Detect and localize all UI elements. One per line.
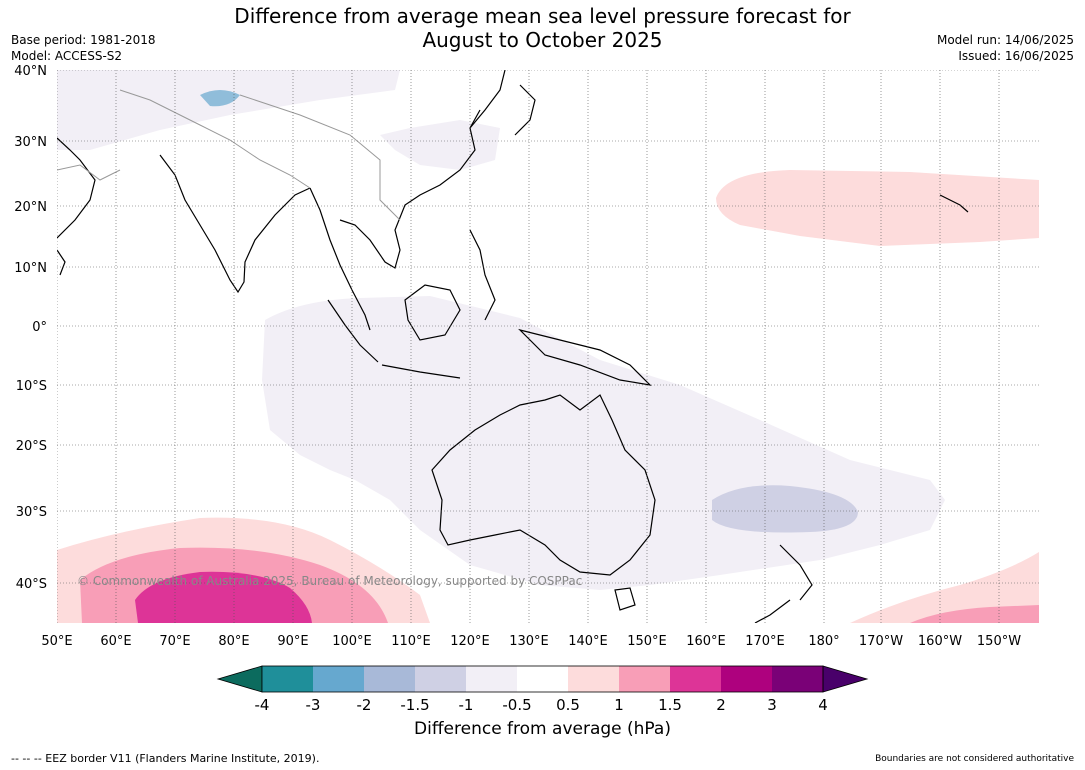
longitude-labels: 50°E 60°E 70°E 80°E 90°E 100°E 110°E 120… xyxy=(41,634,1021,649)
lon-label: 150°W xyxy=(977,634,1021,649)
title-line-1: Difference from average mean sea level p… xyxy=(234,4,851,28)
latitude-labels: 40°N 30°N 20°N 10°N 0° 10°S 20°S 30°S 40… xyxy=(14,64,47,592)
colorbar-swatch xyxy=(772,666,823,692)
lat-label: 40°N xyxy=(14,64,47,79)
lon-label: 60°E xyxy=(100,634,131,649)
lat-label: 10°N xyxy=(14,261,47,276)
coast-hawaii xyxy=(939,194,969,213)
coast-africa xyxy=(57,249,66,276)
lon-label: 170°W xyxy=(859,634,903,649)
issued-date: Issued: 16/06/2025 xyxy=(958,49,1074,63)
coast-sumatra xyxy=(327,299,379,363)
lon-label: 70°E xyxy=(159,634,190,649)
lon-label: 170°E xyxy=(745,634,785,649)
lon-label: 140°E xyxy=(568,634,608,649)
colorbar-swatch xyxy=(466,666,517,692)
colorbar-swatch xyxy=(313,666,364,692)
lat-label: 30°S xyxy=(16,505,47,520)
lat-label: 20°N xyxy=(14,200,47,215)
lat-label: 20°S xyxy=(16,439,47,454)
colorbar-swatch xyxy=(415,666,466,692)
eez-border-legend: -- -- -- EEZ border V11 (Flanders Marine… xyxy=(11,752,320,765)
colorbar-swatch xyxy=(517,666,568,692)
model-name: Model: ACCESS-S2 xyxy=(11,49,123,63)
base-period: Base period: 1981-2018 xyxy=(11,33,156,47)
coast-india xyxy=(159,154,311,294)
positive-anomaly-north-pacific xyxy=(716,170,1039,246)
lat-label: 30°N xyxy=(14,135,47,150)
colorbar-tick: 0.5 xyxy=(556,696,580,714)
negative-anomaly-region-australia xyxy=(262,296,945,590)
lon-label: 50°E xyxy=(41,634,72,649)
colorbar-swatch xyxy=(670,666,721,692)
lat-label: 10°S xyxy=(16,379,47,394)
model-run-date: Model run: 14/06/2025 xyxy=(936,33,1074,47)
colorbar-tick: -2 xyxy=(357,696,372,714)
lon-label: 150°E xyxy=(627,634,667,649)
negative-anomaly-region-north xyxy=(57,70,400,150)
colorbar-tick: -1 xyxy=(459,696,474,714)
country-borders xyxy=(57,89,401,221)
colorbar-high-extend xyxy=(822,665,869,693)
border-west xyxy=(57,164,121,181)
lat-label: 0° xyxy=(32,320,47,335)
border-china xyxy=(239,94,401,221)
title-line-2: August to October 2025 xyxy=(422,28,663,52)
colorbar-tick: -4 xyxy=(255,696,270,714)
positive-anomaly-southern-indian-1.5 xyxy=(135,571,312,623)
coast-borneo xyxy=(404,284,461,341)
coast-japan-korea xyxy=(469,84,536,136)
colorbar-tick: 3 xyxy=(767,696,777,714)
colorbar-swatch xyxy=(364,666,415,692)
copyright-notice: © Commonwealth of Australia 2025, Bureau… xyxy=(77,574,583,588)
colorbar-tick: -0.5 xyxy=(502,696,531,714)
map-area xyxy=(57,70,1039,623)
colorbar-tick: -3 xyxy=(306,696,321,714)
coast-tasmania xyxy=(614,587,636,611)
boundaries-disclaimer: Boundaries are not considered authoritat… xyxy=(875,754,1074,764)
colorbar-tick: 1.5 xyxy=(658,696,682,714)
colorbar-tick: 2 xyxy=(716,696,726,714)
lon-label: 160°E xyxy=(686,634,726,649)
colorbar: -4 -3 -2 -1.5 -1 -0.5 0.5 1 1.5 2 3 4 xyxy=(216,665,869,714)
positive-anomaly-southern-pacific-1 xyxy=(910,605,1039,623)
base-model-info: Base period: 1981-2018 Model: ACCESS-S2 xyxy=(11,32,156,64)
negative-anomaly-region-china xyxy=(380,120,500,170)
colorbar-swatch xyxy=(568,666,619,692)
graticule-lon xyxy=(57,70,1000,623)
coast-philippines xyxy=(469,229,496,321)
lon-label: 160°W xyxy=(918,634,962,649)
run-issue-info: Model run: 14/06/2025 Issued: 16/06/2025 xyxy=(937,32,1074,64)
colorbar-swatch xyxy=(721,666,772,692)
negative-anomaly-tasman xyxy=(712,485,858,533)
colorbar-tick: -1.5 xyxy=(400,696,429,714)
colorbar-label: Difference from average (hPa) xyxy=(414,719,671,739)
lon-label: 120°E xyxy=(450,634,490,649)
coast-new-zealand xyxy=(754,544,813,623)
lon-label: 180° xyxy=(808,634,839,649)
colorbar-tick: 1 xyxy=(614,696,624,714)
colorbar-swatch xyxy=(262,666,313,692)
lon-label: 80°E xyxy=(218,634,249,649)
lon-label: 110°E xyxy=(391,634,431,649)
lon-label: 90°E xyxy=(277,634,308,649)
lon-label: 100°E xyxy=(332,634,372,649)
coast-java xyxy=(381,364,461,379)
border-south-asia xyxy=(119,89,311,189)
coast-new-guinea xyxy=(518,328,652,386)
coast-se-asia xyxy=(309,70,506,331)
lat-label: 40°S xyxy=(16,577,47,592)
positive-anomaly-southern-pacific-0.5 xyxy=(850,552,1039,623)
colorbar-swatch xyxy=(619,666,670,692)
coastlines xyxy=(57,70,969,623)
negative-anomaly-himalaya xyxy=(200,90,240,107)
coast-australia xyxy=(431,394,656,576)
coast-arabia xyxy=(57,137,96,239)
colorbar-tick: 4 xyxy=(818,696,828,714)
colorbar-frame xyxy=(261,665,824,693)
colorbar-low-extend xyxy=(216,665,263,693)
map-title: Difference from average mean sea level p… xyxy=(0,4,1085,52)
lon-label: 130°E xyxy=(509,634,549,649)
